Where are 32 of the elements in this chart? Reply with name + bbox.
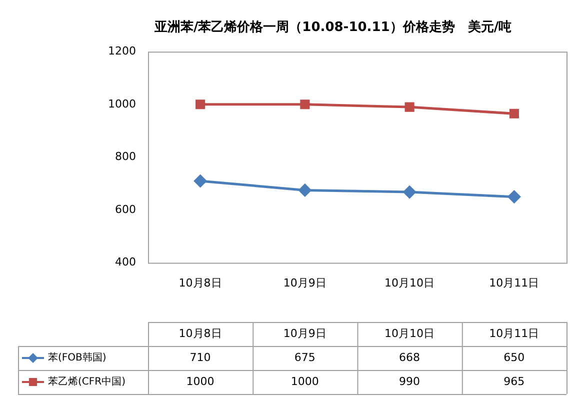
point [509,108,519,118]
legend-label: 苯(FOB韩国) [48,352,106,364]
category-label: 10月9日 [283,326,326,340]
category-label: 10月8日 [178,326,222,340]
chart-title: 亚洲苯/苯乙烯价格一周（10.08-10.11）价格走势 美元/吨 [153,19,512,36]
y-tick-label: 400 [114,256,136,269]
x-tick-label: 10月10日 [384,276,435,290]
point [194,174,207,188]
point [508,190,520,204]
category-label: 10月11日 [489,326,540,340]
data-label: 675 [294,350,316,364]
legend-label: 苯乙烯(CFR中国) [48,376,126,388]
point [196,100,206,110]
y-tick-label: 1000 [108,97,136,110]
data-label: 1000 [290,374,319,388]
point [403,186,416,198]
x-tick-label: 10月8日 [178,276,222,290]
category-label: 10月10日 [384,326,435,340]
x-tick-label: 10月11日 [489,276,540,290]
data-label: 965 [504,374,525,388]
y-tick-label: 800 [114,150,136,164]
data-label: 990 [399,374,420,388]
data-label: 1000 [186,374,214,388]
y-tick-label: 600 [114,202,136,216]
point [404,102,414,112]
data-label: 710 [190,350,211,364]
point [298,184,312,196]
data-label: 650 [504,350,525,364]
data-label: 668 [399,350,420,364]
point [300,100,310,110]
x-tick-label: 10月9日 [283,276,326,290]
y-tick-label: 1200 [108,44,136,58]
